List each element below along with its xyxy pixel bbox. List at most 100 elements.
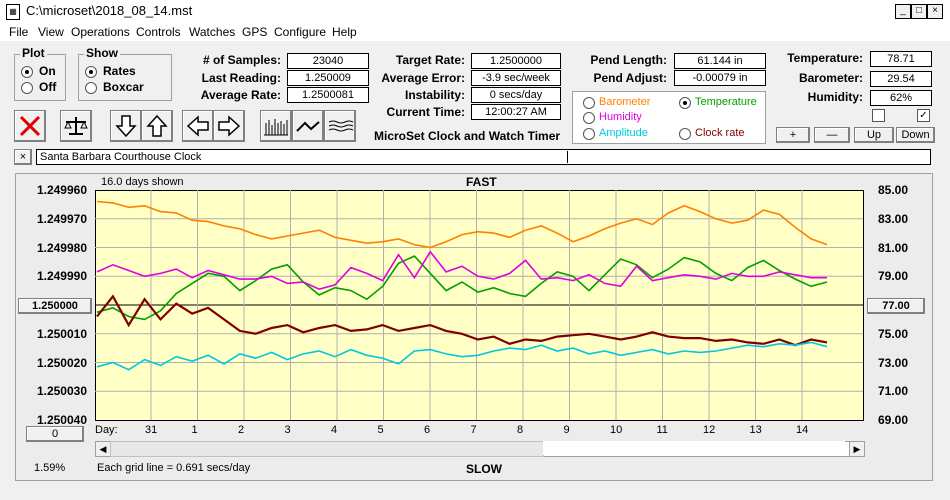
scrollbar-track[interactable] — [110, 441, 544, 457]
average-error-field: -3.9 sec/week — [471, 70, 561, 86]
pend-length-field[interactable]: 61.144 in — [674, 53, 766, 69]
left-axis-tick: 1.249980 — [36, 240, 87, 255]
scroll-right-button[interactable] — [213, 110, 245, 142]
down-button[interactable]: Down — [896, 127, 935, 143]
right-axis-tick: 75.00 — [877, 326, 908, 341]
app-caption: MicroSet Clock and Watch Timer — [374, 129, 561, 143]
amplitude-radio[interactable] — [583, 128, 595, 140]
scrollbar-thumb[interactable] — [543, 441, 845, 455]
show-boxcar-radio[interactable] — [85, 82, 97, 94]
average-rate-field: 1.2500081 — [287, 87, 369, 103]
day-tick: 14 — [796, 424, 809, 436]
humidity-option: Humidity — [599, 111, 642, 123]
day-tick: 6 — [424, 424, 431, 436]
line-graph-icon — [296, 121, 320, 132]
clear-name-button[interactable]: × — [14, 149, 32, 165]
show-boxcar-label: Boxcar — [103, 80, 144, 94]
app-icon[interactable]: ▦ — [6, 4, 20, 20]
humidity-label: Humidity: — [807, 90, 863, 104]
wave-graph-button[interactable] — [324, 110, 356, 142]
scroll-left-icon[interactable]: ◀ — [95, 441, 111, 457]
scroll-right-icon[interactable]: ▶ — [849, 441, 865, 457]
stop-button[interactable] — [14, 110, 46, 142]
day-tick: 10 — [610, 424, 623, 436]
day-tick: 13 — [749, 424, 762, 436]
close-icon[interactable]: × — [927, 4, 943, 19]
zero-button[interactable]: 0 — [26, 426, 84, 442]
day-tick: 1 — [191, 424, 198, 436]
temperature-series-line — [96, 255, 828, 321]
barometer-field: 29.54 — [870, 71, 932, 87]
day-tick: 2 — [238, 424, 245, 436]
balance-button[interactable] — [60, 110, 92, 142]
right-axis-tick: 83.00 — [877, 211, 908, 226]
plot-on-radio[interactable] — [21, 66, 33, 78]
barometer-series-line — [96, 200, 828, 249]
left-axis-tick: 1.250020 — [36, 355, 87, 370]
arrow-right-icon — [218, 115, 241, 137]
minus-button[interactable]: — — [814, 127, 850, 143]
day-tick: 11 — [656, 424, 668, 436]
amplitude-option: Amplitude — [599, 127, 648, 139]
temperature-radio[interactable] — [679, 97, 691, 109]
humidity-radio[interactable] — [583, 112, 595, 124]
day-tick: 5 — [377, 424, 384, 436]
left-axis-tick: 1.250010 — [36, 326, 87, 341]
rate-chart — [95, 190, 864, 421]
target-rate-field[interactable]: 1.2500000 — [471, 53, 561, 69]
day-label: Day: — [95, 424, 118, 436]
left-axis-tick: 1.250030 — [36, 384, 87, 399]
checkbox-1[interactable] — [872, 109, 885, 122]
menu-watches[interactable]: Watches — [189, 25, 236, 39]
line-graph-button[interactable] — [292, 110, 324, 142]
percent-label: 1.59% — [34, 462, 66, 474]
plot-off-radio[interactable] — [21, 82, 33, 94]
temperature-field: 78.71 — [870, 51, 932, 67]
current-time-label: Current Time: — [386, 105, 465, 119]
move-up-button[interactable] — [141, 110, 173, 142]
center-right-button[interactable]: 77.00 — [867, 298, 925, 314]
checkbox-2[interactable]: ✓ — [917, 109, 930, 122]
bar-graph-button[interactable] — [260, 110, 292, 142]
arrow-down-icon — [115, 115, 137, 138]
arrow-up-icon — [146, 114, 168, 137]
right-axis-tick: 85.00 — [877, 183, 908, 197]
center-value-button[interactable]: 1.250000 — [18, 298, 92, 314]
clock-rate-option: Clock rate — [695, 127, 745, 139]
temperature-option: Temperature — [695, 96, 757, 108]
move-down-button[interactable] — [110, 110, 142, 142]
minimize-icon[interactable]: _ — [895, 4, 911, 19]
clock-name-input[interactable]: Santa Barbara Courthouse Clock — [36, 149, 931, 165]
pend-adjust-field[interactable]: -0.00079 in — [674, 70, 766, 86]
menu-file[interactable]: File — [9, 25, 29, 39]
scroll-left-button[interactable] — [182, 110, 214, 142]
maximize-icon[interactable]: □ — [911, 4, 927, 19]
plot-on-label: On — [39, 64, 56, 78]
window-title: C:\microset\2018_08_14.mst — [26, 3, 193, 18]
show-rates-radio[interactable] — [85, 66, 97, 78]
right-axis-tick: 71.00 — [877, 384, 908, 399]
menu-configure[interactable]: Configure — [274, 25, 327, 39]
target-rate-label: Target Rate: — [395, 53, 465, 67]
days-shown: 16.0 days shown — [101, 176, 184, 188]
menu-help[interactable]: Help — [332, 25, 357, 39]
text-cursor — [567, 151, 568, 163]
right-axis-tick: 69.00 — [877, 413, 908, 427]
barometer-radio[interactable] — [583, 97, 595, 109]
pend-length-label: Pend Length: — [590, 53, 667, 67]
day-tick: 9 — [563, 424, 570, 436]
menu-view[interactable]: View — [38, 25, 64, 39]
plot-group-title: Plot — [20, 46, 47, 60]
up-button[interactable]: Up — [854, 127, 894, 143]
plus-button[interactable]: + — [776, 127, 810, 143]
instability-label: Instability: — [404, 88, 465, 102]
menu-operations[interactable]: Operations — [71, 25, 130, 39]
menu-gps[interactable]: GPS — [242, 25, 268, 39]
show-group-title: Show — [84, 46, 120, 60]
show-group — [78, 54, 172, 101]
clock-rate-radio[interactable] — [679, 128, 691, 140]
menu-controls[interactable]: Controls — [136, 25, 181, 39]
barometer-option: Barometer — [599, 96, 651, 108]
last-reading-label: Last Reading: — [201, 71, 281, 85]
grid-note: Each grid line = 0.691 secs/day — [97, 462, 251, 474]
